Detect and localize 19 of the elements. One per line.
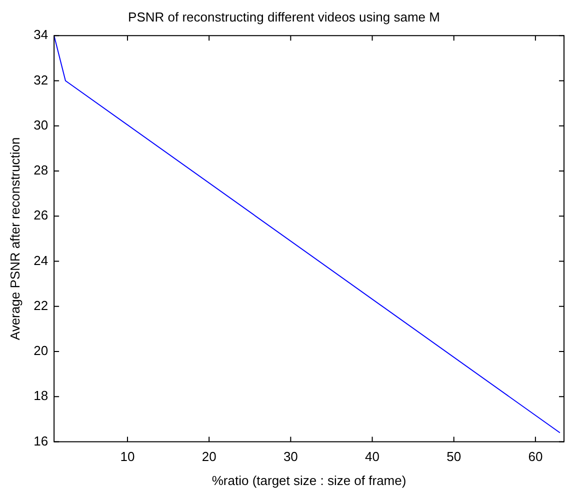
x-tick-label: 30 — [283, 449, 298, 464]
x-tick-label: 20 — [202, 449, 216, 464]
y-tick-label: 34 — [34, 27, 48, 42]
x-tick-label: 50 — [446, 449, 462, 464]
y-tick-label: 18 — [34, 388, 48, 404]
y-tick-label: 30 — [34, 117, 48, 132]
x-axis-title: %ratio (target size : size of frame) — [212, 472, 406, 488]
y-tick-label: 32 — [34, 72, 48, 88]
y-tick-label: 26 — [34, 208, 48, 223]
y-tick-label: 28 — [34, 162, 48, 178]
x-tick-label: 10 — [120, 449, 135, 464]
y-tick-label: 24 — [34, 252, 48, 268]
y-tick-label: 16 — [34, 433, 48, 448]
y-axis-title: Average PSNR after reconstruction — [7, 137, 22, 340]
chart-title: PSNR of reconstructing different videos using same M — [128, 9, 440, 24]
y-tick-label: 20 — [34, 343, 48, 358]
y-tick-label: 22 — [34, 298, 48, 313]
x-tick-label: 60 — [528, 449, 543, 464]
x-tick-label: 40 — [365, 449, 380, 464]
